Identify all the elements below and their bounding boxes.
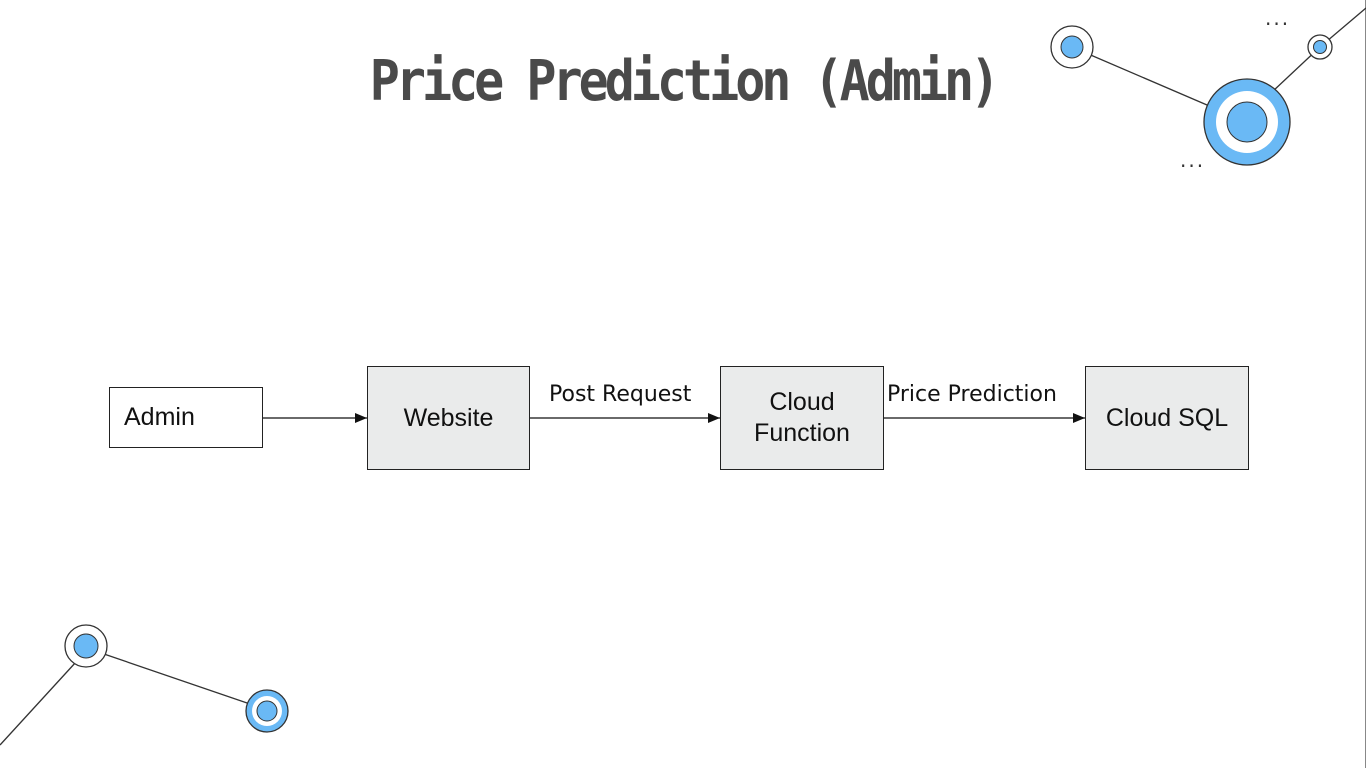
node-cloud-function: Cloud Function xyxy=(720,366,884,470)
slide-title: Price Prediction (Admin) xyxy=(369,48,1000,114)
network-link xyxy=(103,653,251,705)
edge-label-post-request: Post Request xyxy=(549,382,692,407)
network-hub-core-icon xyxy=(1226,101,1268,143)
network-hub-core-icon xyxy=(256,700,278,722)
node-cloud-function-label-line2: Function xyxy=(754,419,850,447)
node-cloud-sql: Cloud SQL xyxy=(1085,366,1249,470)
decorative-dots-top: ... xyxy=(1265,6,1291,30)
network-link xyxy=(0,661,77,746)
node-website: Website xyxy=(367,366,530,470)
network-node-core-icon xyxy=(73,633,99,659)
decorative-dots-mid: ... xyxy=(1180,148,1206,172)
node-admin: Admin xyxy=(109,387,263,448)
network-link xyxy=(1071,46,1215,109)
network-node-core-icon xyxy=(1313,40,1327,54)
edge-label-price-prediction: Price Prediction xyxy=(887,382,1057,407)
node-admin-label: Admin xyxy=(124,403,195,431)
node-website-label: Website xyxy=(403,403,494,432)
node-cloud-function-label-line1: Cloud xyxy=(769,388,835,416)
network-node-core-icon xyxy=(1060,35,1084,59)
node-cloud-sql-label: Cloud SQL xyxy=(1105,403,1229,432)
